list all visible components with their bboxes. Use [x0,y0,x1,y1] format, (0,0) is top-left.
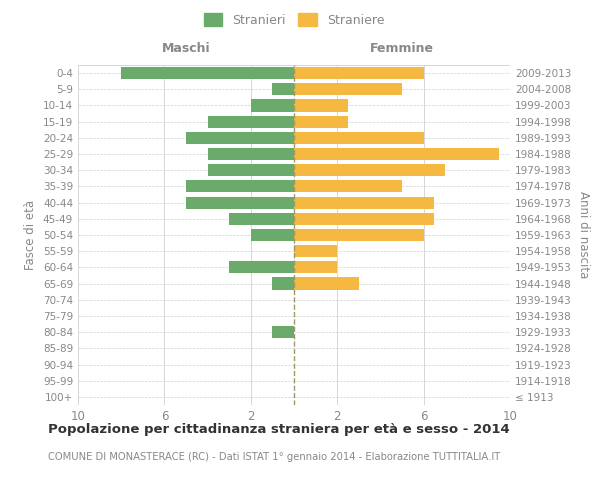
Bar [294,278,359,289]
Y-axis label: Anni di nascita: Anni di nascita [577,192,590,278]
Bar [272,83,294,96]
Bar [294,116,348,128]
Bar [272,326,294,338]
Bar [186,132,294,144]
Bar [294,67,424,79]
Bar [251,229,294,241]
Legend: Stranieri, Straniere: Stranieri, Straniere [203,14,385,27]
Bar [208,148,294,160]
Bar [121,67,294,79]
Bar [272,278,294,289]
Bar [294,132,424,144]
Text: Femmine: Femmine [370,42,434,56]
Bar [186,180,294,192]
Bar [294,212,434,225]
Bar [229,212,294,225]
Bar [251,100,294,112]
Text: COMUNE DI MONASTERACE (RC) - Dati ISTAT 1° gennaio 2014 - Elaborazione TUTTITALI: COMUNE DI MONASTERACE (RC) - Dati ISTAT … [48,452,500,462]
Bar [294,164,445,176]
Bar [294,100,348,112]
Bar [208,164,294,176]
Text: Popolazione per cittadinanza straniera per età e sesso - 2014: Popolazione per cittadinanza straniera p… [48,422,510,436]
Bar [229,262,294,274]
Bar [294,180,402,192]
Bar [294,262,337,274]
Bar [294,229,424,241]
Bar [294,148,499,160]
Text: Maschi: Maschi [161,42,211,56]
Y-axis label: Fasce di età: Fasce di età [25,200,37,270]
Bar [294,196,434,208]
Bar [208,116,294,128]
Bar [294,83,402,96]
Bar [294,245,337,258]
Bar [186,196,294,208]
